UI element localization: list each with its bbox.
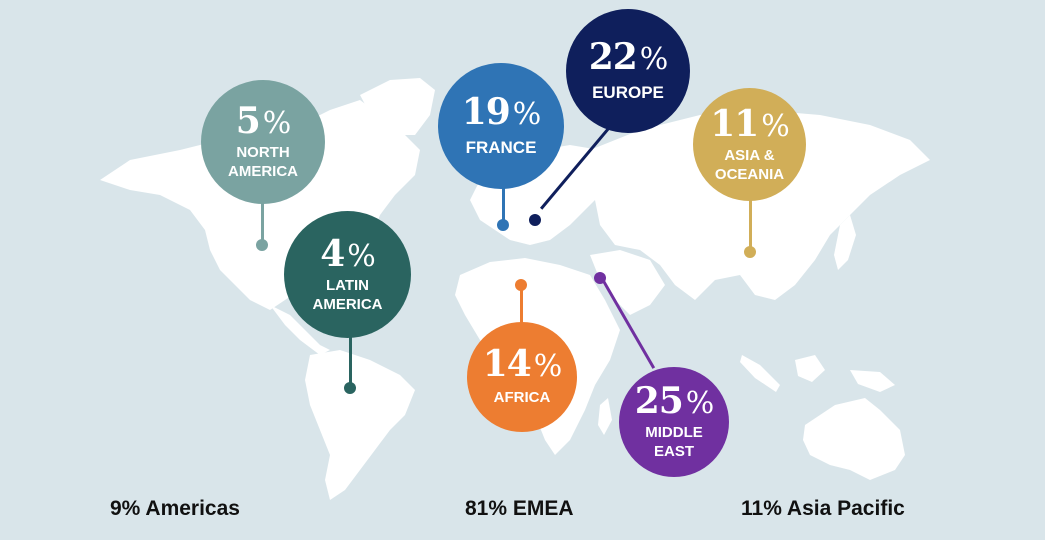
bubble-asia-oceania: 11% ASIA & OCEANIA <box>693 88 806 201</box>
region-label: ASIA & OCEANIA <box>714 146 785 183</box>
pin-dot <box>594 272 606 284</box>
land-uk <box>476 185 490 212</box>
region-label: MIDDLE EAST <box>645 424 703 460</box>
summary-asia-pacific: 11% Asia Pacific <box>741 497 905 520</box>
percent-value: 4% <box>320 232 376 275</box>
pin-stem <box>261 195 264 245</box>
summary-americas: 9% Americas <box>110 497 240 520</box>
land-new-guinea <box>850 370 895 392</box>
percent-value: 5% <box>235 100 292 142</box>
land-madagascar <box>598 398 612 435</box>
land-greenland <box>360 78 435 135</box>
pin-dot <box>497 219 509 231</box>
pin-dot <box>515 279 527 291</box>
region-label: NORTH AMERICA <box>228 144 298 180</box>
percent-value: 11% <box>710 102 790 145</box>
pin-dot <box>344 382 356 394</box>
percent-value: 14% <box>482 343 563 385</box>
percent-value: 19% <box>461 91 542 133</box>
pin-stem <box>520 288 523 328</box>
bubble-france: 19% FRANCE <box>438 63 564 189</box>
pin-stem <box>502 185 505 223</box>
land-japan <box>834 215 856 270</box>
summary-emea: 81% EMEA <box>465 497 574 520</box>
bubble-europe: 22% EUROPE <box>566 9 690 133</box>
land-australia <box>803 398 905 480</box>
pin-stem <box>749 195 752 250</box>
bubble-middle-east: 25% MIDDLE EAST <box>619 367 729 477</box>
region-label: EUROPE <box>592 83 664 102</box>
bubble-africa: 14% AFRICA <box>467 322 577 432</box>
region-label: FRANCE <box>465 138 537 157</box>
bubble-latin-america: 4% LATIN AMERICA <box>284 211 411 338</box>
land-central-america <box>270 305 330 355</box>
land-asia <box>590 110 930 300</box>
percent-value: 22% <box>588 36 669 78</box>
pin-dot <box>256 239 268 251</box>
land-south-america <box>305 350 415 500</box>
pin-dot <box>744 246 756 258</box>
region-label: LATIN AMERICA <box>312 276 383 313</box>
land-borneo <box>795 355 825 382</box>
pin-stem <box>349 330 352 385</box>
land-sumatra <box>740 355 780 392</box>
percent-value: 25% <box>634 380 715 422</box>
land-middle-east <box>590 250 665 315</box>
region-label: AFRICA <box>493 389 551 406</box>
pin-dot <box>529 214 541 226</box>
bubble-north-america: 5% NORTH AMERICA <box>201 80 325 204</box>
